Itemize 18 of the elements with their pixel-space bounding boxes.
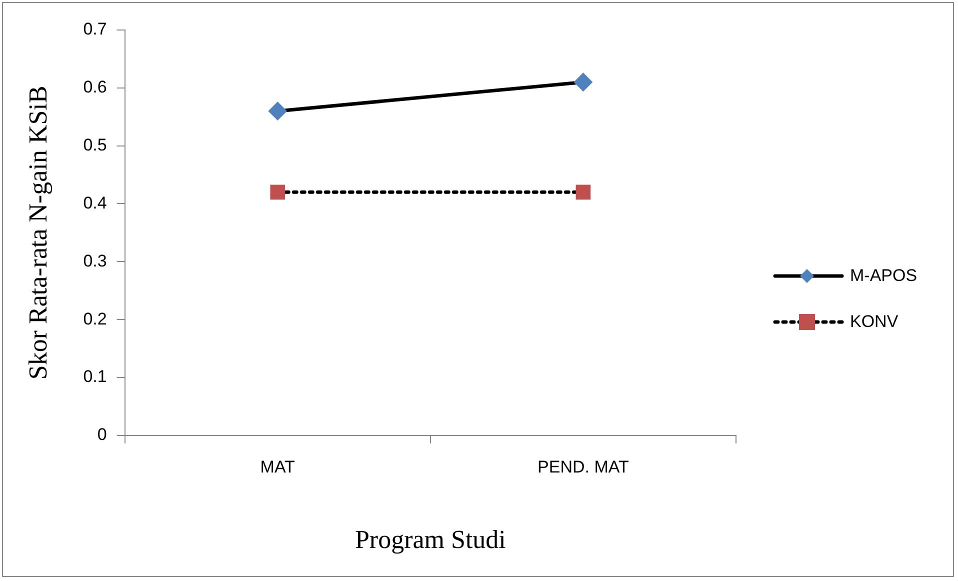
y-axis-title: Skor Rata-rata N-gain KSiB	[23, 86, 52, 380]
legend-label: M-APOS	[850, 266, 918, 286]
y-tick-label: 0.6	[83, 78, 107, 97]
point	[574, 73, 592, 91]
point	[268, 102, 286, 120]
y-tick-label: 0.3	[83, 251, 107, 270]
y-tick-label: 0.2	[83, 309, 107, 328]
y-tick-label: 0.4	[83, 193, 107, 212]
x-tick-label: MAT	[260, 457, 295, 476]
legend-label: KONV	[850, 312, 898, 332]
y-tick-label: 0	[97, 425, 107, 444]
y-tick-label: 0.7	[83, 20, 107, 39]
y-tick-label: 0.5	[83, 136, 107, 155]
point	[270, 184, 286, 200]
point	[576, 184, 591, 200]
x-tick-label: PEND. MAT	[538, 457, 629, 476]
x-axis-title: Program Studi	[354, 525, 506, 554]
y-tick-label: 0.1	[83, 367, 107, 386]
